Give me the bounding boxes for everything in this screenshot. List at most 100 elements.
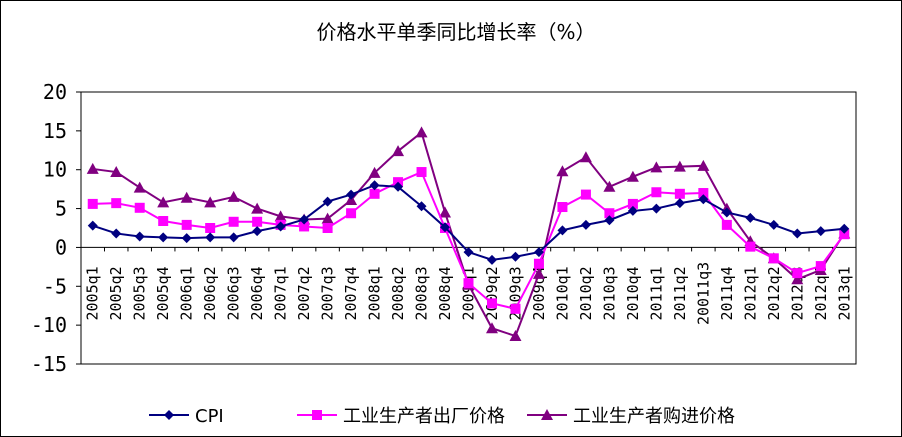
data-point-square: [533, 258, 544, 269]
data-point-square: [580, 189, 591, 200]
x-tick-label: 2011q4: [718, 266, 736, 320]
series-diamond: [87, 180, 850, 265]
y-tick-label: -10: [31, 313, 67, 337]
data-point-diamond: [651, 203, 662, 214]
x-tick-label: 20011q3: [694, 262, 712, 325]
x-tick-label: 2006q3: [225, 266, 243, 320]
data-point-square: [792, 268, 803, 279]
y-tick-label: 10: [43, 158, 67, 182]
data-point-diamond: [839, 223, 850, 234]
x-tick-label: 2012q2: [765, 266, 783, 320]
data-point-diamond: [510, 251, 521, 262]
x-tick-label: 2007q3: [319, 266, 337, 320]
data-point-diamond: [228, 232, 239, 243]
data-point-square: [651, 187, 662, 198]
data-point-square: [158, 216, 169, 227]
data-point-triangle: [650, 161, 663, 173]
x-tick-label: 2008q4: [436, 266, 454, 320]
x-tick-label: 2009q2: [483, 266, 501, 320]
data-point-diamond: [134, 231, 145, 242]
data-point-diamond: [557, 225, 568, 236]
data-point-square: [322, 223, 333, 233]
data-point-triangle: [791, 273, 804, 285]
data-point-diamond: [322, 196, 333, 207]
series-layer: [86, 126, 851, 342]
data-point-diamond: [369, 180, 380, 191]
x-tick-label: 2007q4: [342, 266, 360, 320]
x-tick-label: 2011q2: [671, 266, 689, 320]
data-point-triangle: [227, 190, 240, 202]
x-tick-label: 2012q3: [788, 266, 806, 320]
data-point-diamond: [111, 228, 122, 239]
data-point-square: [557, 202, 568, 213]
x-tick-label: 2010q1: [553, 266, 571, 320]
data-point-diamond: [299, 214, 310, 225]
data-point-diamond: [463, 247, 474, 258]
data-point-diamond: [393, 181, 404, 192]
x-tick-label: 2009q1: [460, 266, 478, 320]
data-point-square: [416, 167, 427, 178]
data-point-triangle: [321, 212, 334, 224]
data-point-square: [604, 208, 615, 219]
data-point-triangle: [415, 126, 428, 138]
legend-marker-diamond: [164, 410, 174, 420]
legend-marker-triangle: [541, 409, 553, 420]
data-point-triangle: [86, 162, 99, 174]
data-point-diamond: [440, 222, 451, 233]
data-point-diamond: [627, 205, 638, 216]
x-axis: 2005q1 2005q2 2005q3 2005q4 2006q1 2006q2 2006…: [80, 247, 853, 325]
data-point-square: [510, 303, 521, 314]
x-tick-label: 2006q4: [248, 266, 266, 320]
x-tick-label: 2006q2: [201, 266, 219, 320]
x-tick-label: 2011q1: [647, 266, 665, 320]
x-tick-label: 2013q1: [835, 266, 853, 320]
y-tick-label: -15: [31, 352, 67, 376]
data-point-square: [228, 216, 239, 227]
data-point-square: [674, 188, 685, 199]
chart-title: 价格水平单季同比增长率（%）: [316, 20, 595, 44]
data-point-diamond: [768, 219, 779, 230]
data-point-triangle: [133, 181, 146, 193]
data-point-square: [815, 261, 826, 272]
data-point-square: [463, 278, 474, 289]
data-point-diamond: [416, 201, 427, 212]
legend-marker-square: [312, 410, 322, 420]
x-tick-label: 2010q2: [577, 266, 595, 320]
data-point-diamond: [252, 226, 263, 237]
data-point-triangle: [509, 330, 522, 342]
x-tick-label: 2006q1: [178, 266, 196, 320]
data-point-triangle: [439, 206, 452, 218]
plot-area: [80, 91, 857, 365]
data-point-triangle: [110, 166, 123, 178]
data-point-triangle: [251, 202, 264, 214]
data-point-diamond: [792, 228, 803, 239]
x-tick-label: 2008q1: [366, 266, 384, 320]
x-tick-label: 2012q4: [812, 266, 830, 320]
data-point-square: [768, 253, 779, 264]
data-point-diamond: [205, 232, 216, 243]
series-square: [87, 167, 850, 314]
data-point-square: [698, 188, 709, 199]
legend: CPI 工业生产者出厂价格 工业生产者购进价格: [149, 406, 735, 427]
data-point-triangle: [157, 196, 170, 208]
data-point-square: [369, 188, 380, 199]
data-point-diamond: [580, 219, 591, 230]
data-point-triangle: [626, 170, 639, 182]
x-tick-label: 2010q3: [600, 266, 618, 320]
data-point-triangle: [180, 191, 193, 203]
data-point-square: [486, 298, 497, 309]
data-point-triangle: [532, 267, 545, 279]
y-tick-label: 5: [55, 197, 67, 221]
data-point-square: [721, 219, 732, 230]
data-point-diamond: [745, 212, 756, 223]
x-tick-label: 2009q4: [530, 266, 548, 320]
data-point-triangle: [556, 165, 569, 177]
data-point-diamond: [87, 220, 98, 231]
x-tick-label: 2005q2: [107, 266, 125, 320]
data-point-triangle: [579, 151, 592, 163]
data-point-diamond: [674, 198, 685, 209]
y-tick-label: 0: [55, 235, 67, 259]
data-point-square: [205, 223, 216, 233]
x-tick-label: 2008q3: [413, 266, 431, 320]
